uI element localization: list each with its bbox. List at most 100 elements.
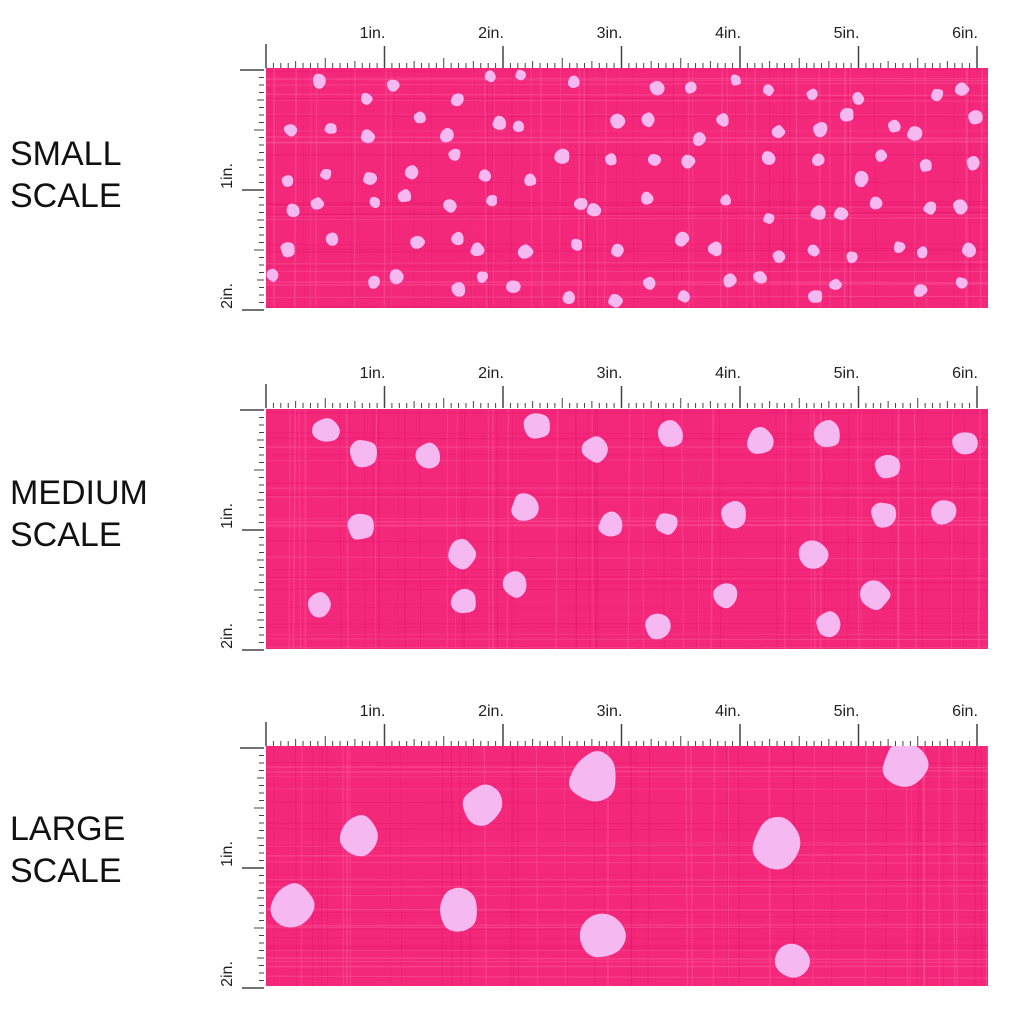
texture-thread: [266, 96, 988, 100]
texture-thread: [506, 409, 509, 649]
polka-dot: [598, 511, 623, 537]
texture-thread: [819, 409, 822, 649]
polka-dot-pattern: [266, 409, 988, 649]
polka-dot: [470, 242, 485, 256]
texture-thread: [294, 746, 298, 986]
texture-thread: [302, 68, 305, 308]
texture-thread: [266, 493, 988, 497]
texture-thread: [696, 409, 699, 649]
polka-dot: [798, 540, 829, 569]
texture-thread: [812, 746, 815, 986]
texture-thread: [266, 556, 988, 560]
texture-thread: [266, 885, 988, 888]
texture-thread: [843, 68, 847, 308]
texture-thread: [266, 879, 988, 882]
texture-thread: [266, 481, 988, 485]
texture-thread: [266, 437, 988, 440]
polka-dot: [716, 112, 729, 127]
texture-thread: [300, 746, 303, 986]
polka-dot: [923, 201, 937, 215]
polka-dot: [812, 153, 825, 166]
texture-thread: [383, 68, 387, 308]
texture-thread: [969, 68, 972, 308]
texture-thread: [392, 68, 395, 308]
texture-thread: [964, 68, 967, 308]
texture-thread: [956, 746, 958, 986]
polka-dot: [807, 244, 820, 257]
texture-thread: [315, 68, 318, 308]
texture-thread: [459, 746, 462, 986]
polka-dot: [462, 784, 503, 826]
texture-thread: [627, 409, 631, 649]
polka-dot: [774, 943, 811, 978]
texture-thread: [266, 211, 988, 215]
scale-label-line1: LARGE: [10, 810, 126, 848]
scale-block-small: SMALL SCALE 1in. 2in. 3in. 4in. 5in. 6in. 1in.…: [0, 0, 1024, 320]
texture-thread: [490, 68, 494, 308]
polka-dot: [681, 154, 696, 169]
polka-dot: [339, 815, 378, 857]
polka-dot: [484, 70, 496, 83]
texture-thread: [266, 93, 988, 97]
ruler-label: 2in.: [478, 365, 504, 382]
texture-thread: [350, 68, 353, 308]
polka-dot: [723, 273, 737, 288]
texture-thread: [864, 746, 868, 986]
polka-dot: [415, 442, 441, 469]
polka-dot: [771, 125, 786, 139]
polka-dot: [266, 268, 279, 282]
horizontal-ruler: 1in. 2in. 3in. 4in. 5in. 6in.: [265, 703, 978, 746]
polka-dot: [280, 242, 295, 258]
texture-thread: [927, 746, 929, 986]
texture-thread: [266, 770, 988, 773]
texture-thread: [813, 409, 816, 649]
polka-dot: [887, 119, 901, 133]
polka-dot: [586, 203, 602, 217]
texture-thread: [910, 746, 913, 986]
texture-thread: [266, 217, 988, 220]
polka-dot: [573, 197, 588, 210]
texture-thread: [266, 409, 988, 412]
polka-dot: [386, 79, 400, 92]
scale-label-line2: SCALE: [10, 177, 122, 215]
polka-dots: [270, 746, 929, 978]
texture-thread: [758, 68, 761, 308]
scale-label-small: SMALL SCALE: [10, 133, 122, 217]
ruler-label: 4in.: [715, 365, 741, 382]
polka-dot: [492, 115, 507, 130]
ruler-label: 2in.: [219, 961, 236, 987]
polka-dot: [608, 293, 623, 308]
polka-dot: [810, 205, 826, 220]
texture-thread: [952, 746, 956, 986]
polka-dot: [955, 277, 968, 289]
texture-thread: [266, 218, 988, 220]
texture-thread: [266, 762, 988, 764]
texture-thread: [389, 746, 392, 986]
polka-dot: [451, 281, 466, 297]
texture-thread: [338, 409, 342, 649]
scale-label-line2: SCALE: [10, 516, 122, 554]
polka-dot: [642, 276, 656, 290]
texture-thread: [487, 409, 490, 649]
fabric-swatch-medium: [266, 409, 988, 649]
texture-thread: [266, 247, 988, 250]
texture-thread: [789, 409, 792, 649]
vertical-ruler: 1in. 2in.: [219, 409, 264, 651]
texture-thread: [734, 68, 738, 308]
polka-dot: [312, 73, 326, 89]
linen-texture: [266, 746, 988, 986]
texture-thread: [266, 633, 988, 637]
texture-thread: [829, 68, 831, 308]
texture-thread: [266, 568, 988, 571]
polka-dot: [486, 195, 497, 207]
ruler: 1in. 2in. 3in. 4in. 5in. 6in. 1in. 2in.: [219, 365, 978, 651]
ruler-label: 5in.: [834, 25, 860, 42]
polka-dot: [720, 194, 731, 206]
texture-thread: [266, 212, 988, 216]
texture-thread: [977, 409, 981, 649]
polka-dot: [846, 251, 858, 264]
polka-dot: [325, 232, 339, 246]
polka-dot: [919, 159, 932, 172]
texture-thread: [565, 746, 568, 986]
texture-thread: [672, 68, 675, 308]
